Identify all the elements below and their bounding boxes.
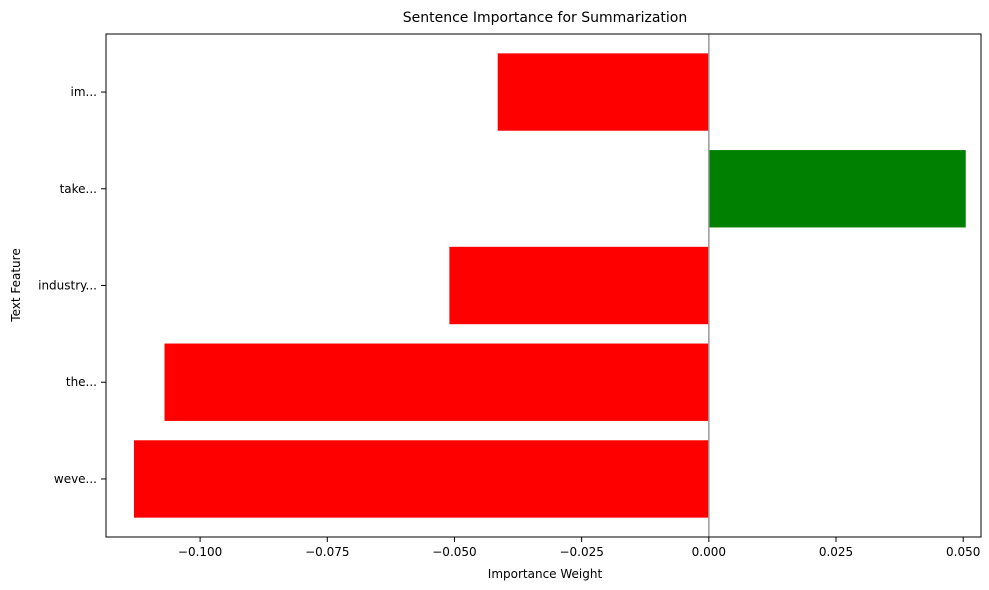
x-tick-label: 0.000 — [692, 545, 726, 559]
x-tick-label: −0.025 — [559, 545, 603, 559]
x-axis-ticks: −0.100 −0.075 −0.050 −0.025 0.000 0.025 0.050 — [178, 537, 980, 559]
x-tick-label: −0.075 — [305, 545, 349, 559]
y-tick-label: industry... — [38, 279, 97, 293]
bar-weve — [133, 440, 709, 518]
y-tick-label: the... — [66, 375, 97, 389]
x-tick-label: 0.025 — [819, 545, 853, 559]
y-axis-ticks: weve... the... industry... take... im... — [38, 85, 106, 486]
y-tick-label: im... — [71, 85, 97, 99]
x-tick-label: 0.050 — [946, 545, 980, 559]
x-tick-label: −0.050 — [432, 545, 476, 559]
bar-take — [708, 150, 966, 228]
bar-industry — [449, 246, 709, 325]
x-tick-label: −0.100 — [178, 545, 222, 559]
y-tick-label: take... — [60, 182, 97, 196]
bar-im — [497, 53, 709, 131]
x-axis-label: Importance Weight — [488, 567, 603, 581]
bars-group — [133, 53, 966, 518]
bar-the — [164, 343, 709, 421]
chart-title: Sentence Importance for Summarization — [403, 10, 688, 26]
y-axis-label: Text Feature — [9, 248, 23, 322]
y-tick-label: weve... — [54, 472, 97, 486]
